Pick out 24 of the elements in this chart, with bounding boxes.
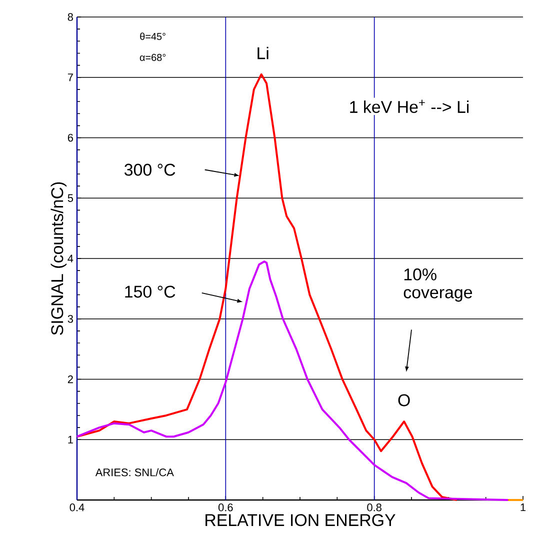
y-tick-label: 1	[68, 436, 73, 444]
x-tick-label: 0.8	[367, 504, 382, 512]
y-tick-label: 7	[68, 74, 73, 82]
x-axis-title: RELATIVE ION ENERGY	[206, 514, 396, 526]
y-tick-label: 8	[68, 13, 73, 21]
y-tick-label: 5	[68, 194, 74, 202]
annotation: θ=45°	[140, 32, 166, 40]
y-tick-label: 4	[68, 254, 74, 262]
y-tick-label: 6	[68, 134, 73, 142]
x-tick-label: 1	[520, 504, 526, 512]
y-tick-label: 3	[68, 315, 73, 323]
annotation: α=68°	[140, 54, 166, 61]
annotation: 10% coverage	[404, 268, 472, 302]
annotation: O	[398, 394, 410, 406]
annotation: 150 °C	[125, 286, 176, 298]
annotation: 1 keV He$^{+}$ --> Li	[350, 100, 469, 113]
annotation: ARIES: SNL/CA	[95, 468, 174, 476]
line-series	[76, 260, 510, 501]
x-tick-label: 0.6	[218, 504, 233, 512]
x-tick-label: 0.4	[70, 504, 84, 512]
annotation: Li	[258, 46, 268, 60]
y-tick-label: 2	[68, 375, 73, 384]
annotation: 300 °C	[124, 164, 176, 176]
y-axis-title: SIGNAL (counts/nC)	[50, 182, 67, 335]
